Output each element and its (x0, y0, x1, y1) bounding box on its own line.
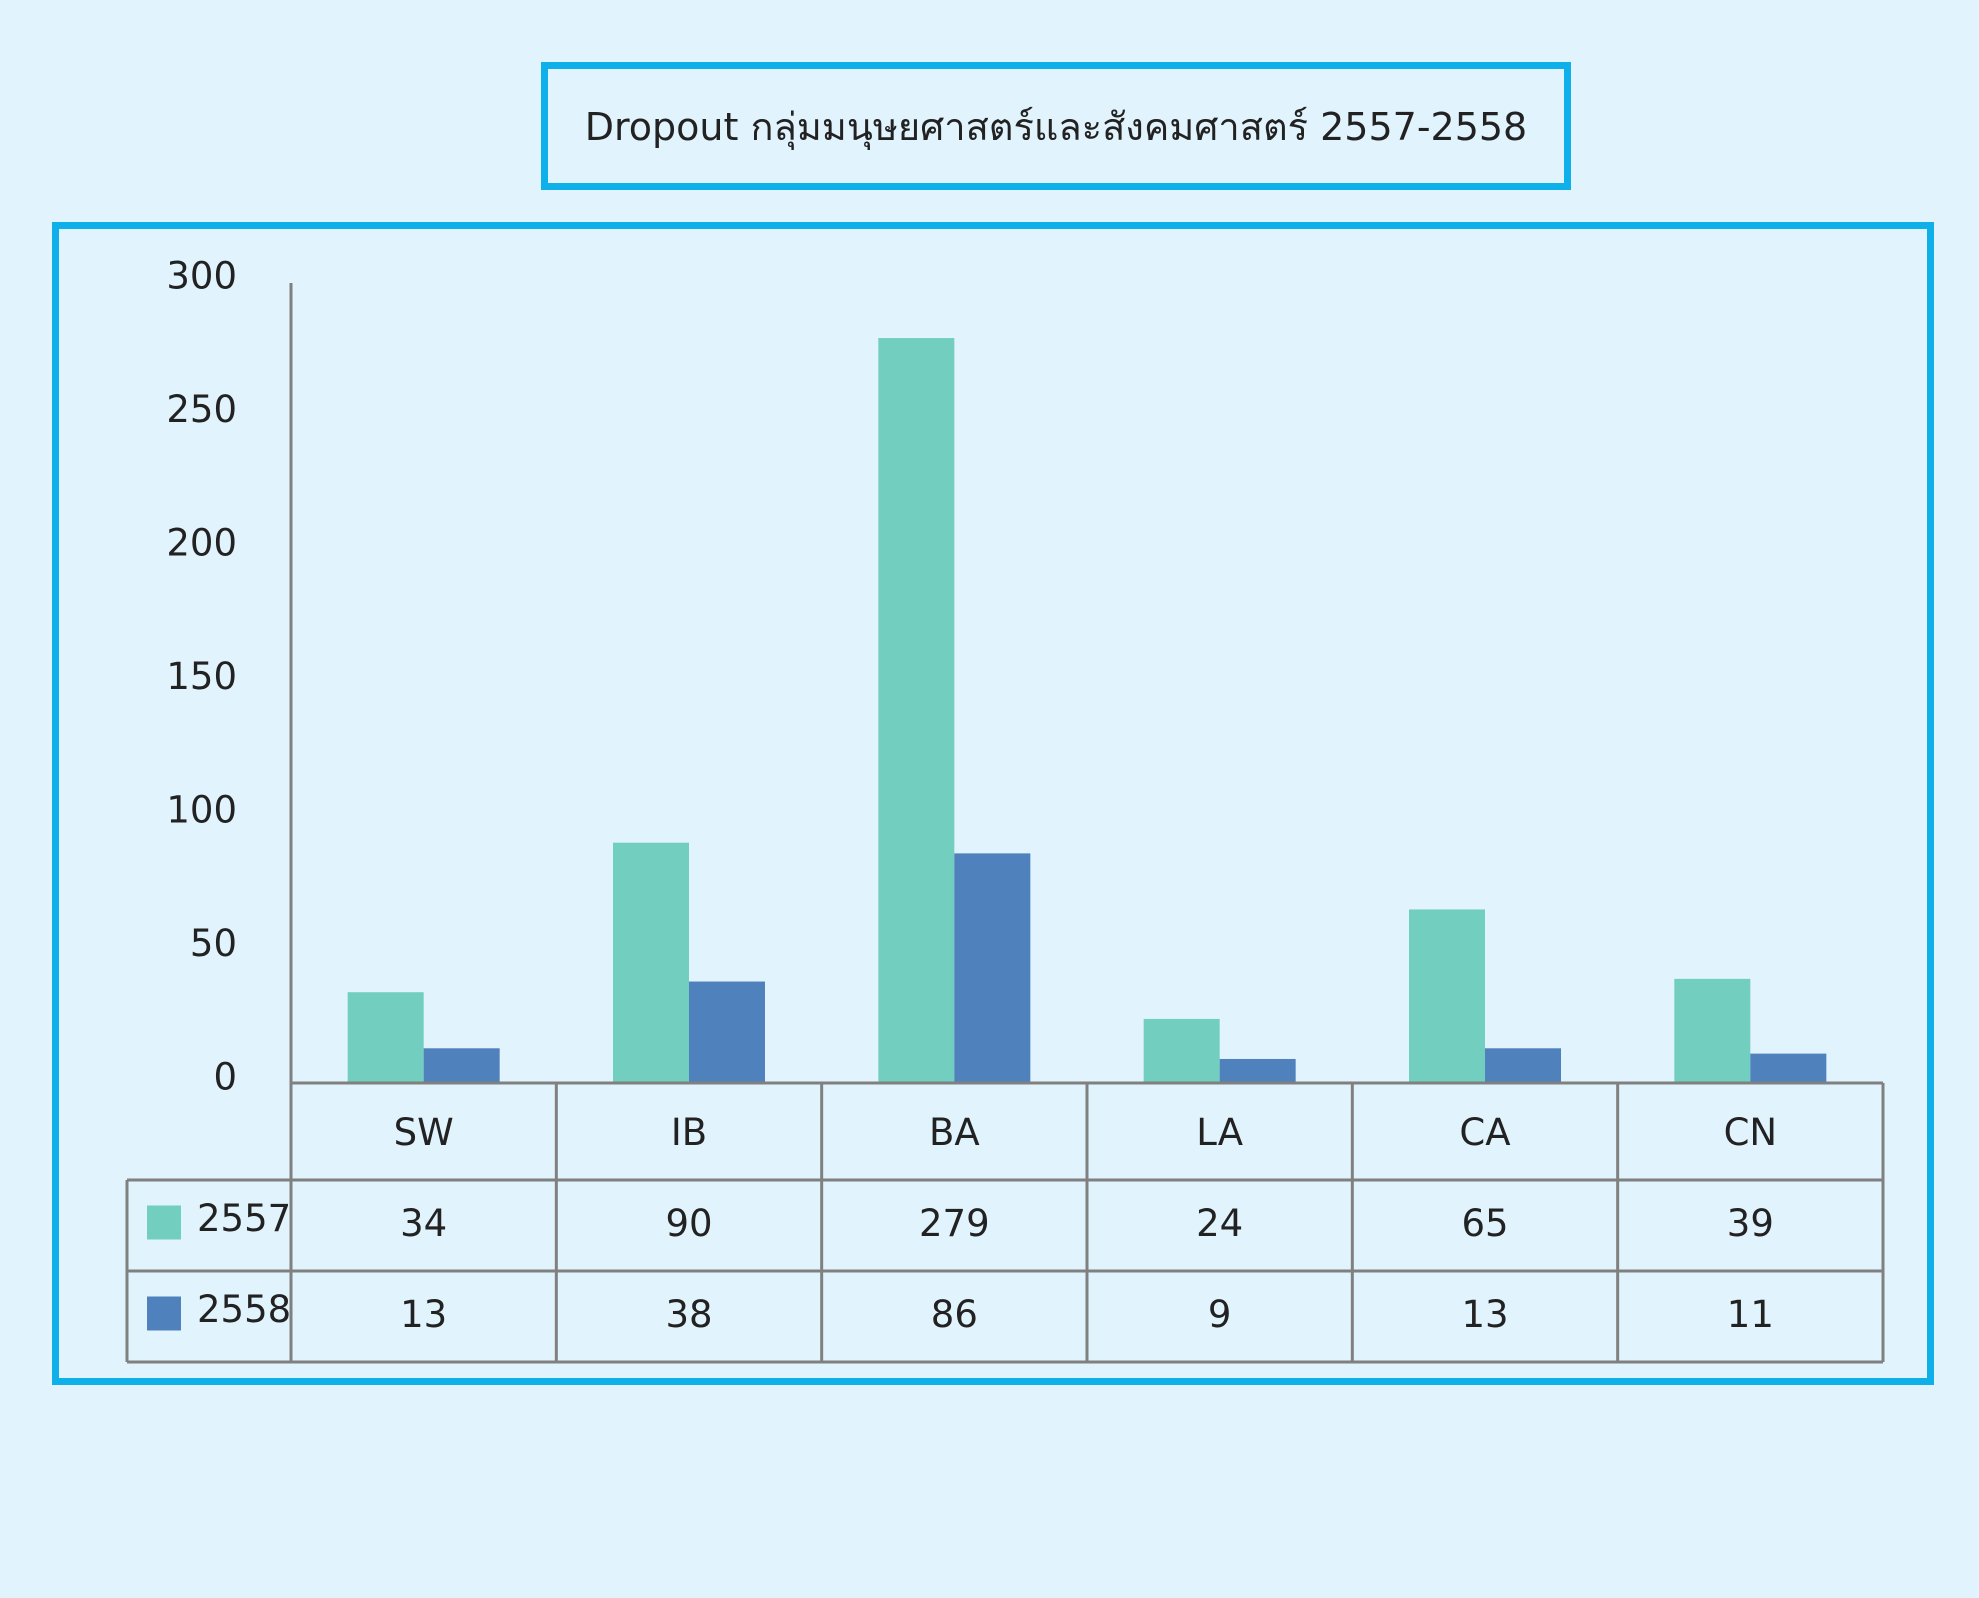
bar-2557-BA (878, 338, 955, 1083)
data-label-2558-IB: 38 (665, 1293, 712, 1336)
data-label-2557-BA: 279 (919, 1202, 990, 1245)
bar-2557-CN (1674, 978, 1751, 1083)
data-label-2557-CA: 65 (1461, 1202, 1508, 1245)
y-tick-label-50: 50 (190, 922, 237, 965)
data-label-2558-BA: 86 (931, 1293, 978, 1336)
x-tick-label-IB: IB (671, 1111, 707, 1154)
bar-2558-CA (1485, 1048, 1561, 1083)
data-label-2558-LA: 9 (1208, 1293, 1232, 1336)
x-tick-label-CN: CN (1724, 1111, 1778, 1154)
bar-2557-IB (613, 842, 689, 1083)
bar-2558-IB (689, 981, 765, 1083)
data-label-2558-CN: 11 (1727, 1293, 1774, 1336)
bar-2557-LA (1143, 1018, 1220, 1083)
bar-2558-CN (1750, 1053, 1827, 1083)
bar-2558-BA (954, 853, 1031, 1083)
legend-key-2557 (147, 1205, 181, 1240)
x-tick-label-LA: LA (1196, 1111, 1243, 1154)
bar-2558-LA (1219, 1058, 1296, 1083)
bar-2557-SW (347, 992, 424, 1083)
x-tick-label-CA: CA (1459, 1111, 1510, 1154)
data-label-2557-LA: 24 (1196, 1202, 1243, 1245)
legend-label-2557: 2557 (197, 1197, 291, 1240)
x-tick-label-SW: SW (394, 1111, 454, 1154)
chart-title: Dropout กลุ่มมนุษยศาสตร์และสังคมศาสตร์ 2… (584, 104, 1528, 149)
bar-2558-SW (423, 1048, 500, 1083)
y-tick-label-300: 300 (166, 255, 237, 298)
x-tick-label-BA: BA (929, 1111, 980, 1154)
data-label-2557-CN: 39 (1727, 1202, 1774, 1245)
data-label-2557-SW: 34 (400, 1202, 447, 1245)
y-tick-label-250: 250 (166, 388, 237, 431)
y-tick-label-150: 150 (166, 655, 237, 698)
chart-title-box: Dropout กลุ่มมนุษยศาสตร์และสังคมศาสตร์ 2… (541, 62, 1571, 190)
legend-key-2558 (147, 1296, 181, 1331)
data-label-2557-IB: 90 (665, 1202, 712, 1245)
y-tick-label-0: 0 (213, 1056, 237, 1099)
y-tick-label-100: 100 (166, 789, 237, 832)
legend-label-2558: 2558 (197, 1288, 291, 1331)
y-tick-label-200: 200 (166, 522, 237, 565)
data-label-2558-SW: 13 (400, 1293, 447, 1336)
chart-frame (52, 222, 1934, 1385)
bar-2557-CA (1409, 909, 1485, 1083)
data-label-2558-CA: 13 (1461, 1293, 1508, 1336)
